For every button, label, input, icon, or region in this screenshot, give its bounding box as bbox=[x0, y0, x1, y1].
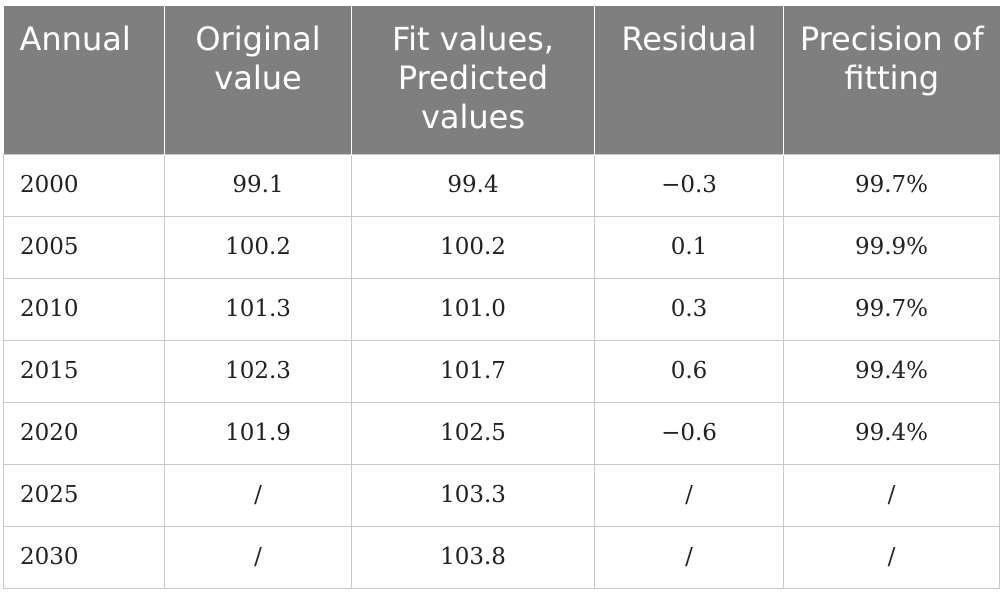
table-row: 2020 101.9 102.5 −0.6 99.4% bbox=[3, 401, 1000, 465]
cell-precision: / bbox=[783, 525, 1000, 589]
table-row: 2025/103.3// bbox=[3, 463, 1000, 527]
cell-annual: 2010 bbox=[3, 277, 165, 341]
cell-fit-value: 103.3 bbox=[351, 463, 595, 527]
cell-original-value: 102.3 bbox=[164, 339, 352, 403]
cell-original-value: 101.3 bbox=[164, 277, 352, 341]
cell-residual: −0.3 bbox=[594, 153, 784, 217]
cell-original-value: 99.1 bbox=[164, 153, 352, 217]
cell-precision: / bbox=[783, 463, 1000, 527]
cell-precision: 99.9% bbox=[783, 215, 1000, 279]
header-fit-predicted-values: Fit values, Predicted values bbox=[351, 6, 595, 154]
cell-annual: 2025 bbox=[3, 463, 165, 527]
cell-original-value: / bbox=[164, 463, 352, 527]
header-original-value: Original value bbox=[164, 6, 352, 154]
cell-annual: 2005 bbox=[3, 215, 165, 279]
cell-fit-value: 101.7 bbox=[351, 339, 595, 403]
cell-residual: / bbox=[594, 525, 784, 589]
data-table: Annual Original value Fit values, Predic… bbox=[3, 6, 1000, 589]
table-row: 2030/103.8// bbox=[3, 525, 1000, 589]
cell-original-value: / bbox=[164, 525, 352, 589]
cell-fit-value: 103.8 bbox=[351, 525, 595, 589]
cell-annual: 2000 bbox=[3, 153, 165, 217]
cell-precision: 99.7% bbox=[783, 277, 1000, 341]
cell-original-value: 101.9 bbox=[164, 401, 352, 465]
table-row: 2000 99.1 99.4 −0.3 99.7% bbox=[3, 153, 1000, 217]
cell-fit-value: 99.4 bbox=[351, 153, 595, 217]
cell-precision: 99.4% bbox=[783, 339, 1000, 403]
cell-residual: −0.6 bbox=[594, 401, 784, 465]
cell-fit-value: 102.5 bbox=[351, 401, 595, 465]
header-residual: Residual bbox=[594, 6, 784, 154]
header-annual: Annual bbox=[3, 6, 165, 154]
cell-annual: 2030 bbox=[3, 525, 165, 589]
cell-residual: / bbox=[594, 463, 784, 527]
header-precision-of-fitting: Precision of fitting bbox=[783, 6, 1000, 154]
cell-residual: 0.3 bbox=[594, 277, 784, 341]
cell-fit-value: 101.0 bbox=[351, 277, 595, 341]
cell-residual: 0.6 bbox=[594, 339, 784, 403]
cell-annual: 2020 bbox=[3, 401, 165, 465]
cell-precision: 99.7% bbox=[783, 153, 1000, 217]
cell-original-value: 100.2 bbox=[164, 215, 352, 279]
cell-precision: 99.4% bbox=[783, 401, 1000, 465]
table-body: 2000 99.1 99.4 −0.3 99.7% 2005 100.2 100.2 0.1 99… bbox=[3, 153, 1000, 589]
table-row: 2010 101.3 101.0 0.3 99.7% bbox=[3, 277, 1000, 341]
cell-fit-value: 100.2 bbox=[351, 215, 595, 279]
table-row: 2015 102.3 101.7 0.6 99.4% bbox=[3, 339, 1000, 403]
table-row: 2005 100.2 100.2 0.1 99.9% bbox=[3, 215, 1000, 279]
cell-residual: 0.1 bbox=[594, 215, 784, 279]
data-table-container: Annual Original value Fit values, Predic… bbox=[3, 6, 1000, 589]
cell-annual: 2015 bbox=[3, 339, 165, 403]
header-row: Annual Original value Fit values, Predic… bbox=[3, 6, 1000, 154]
table-header: Annual Original value Fit values, Predic… bbox=[3, 6, 1000, 154]
